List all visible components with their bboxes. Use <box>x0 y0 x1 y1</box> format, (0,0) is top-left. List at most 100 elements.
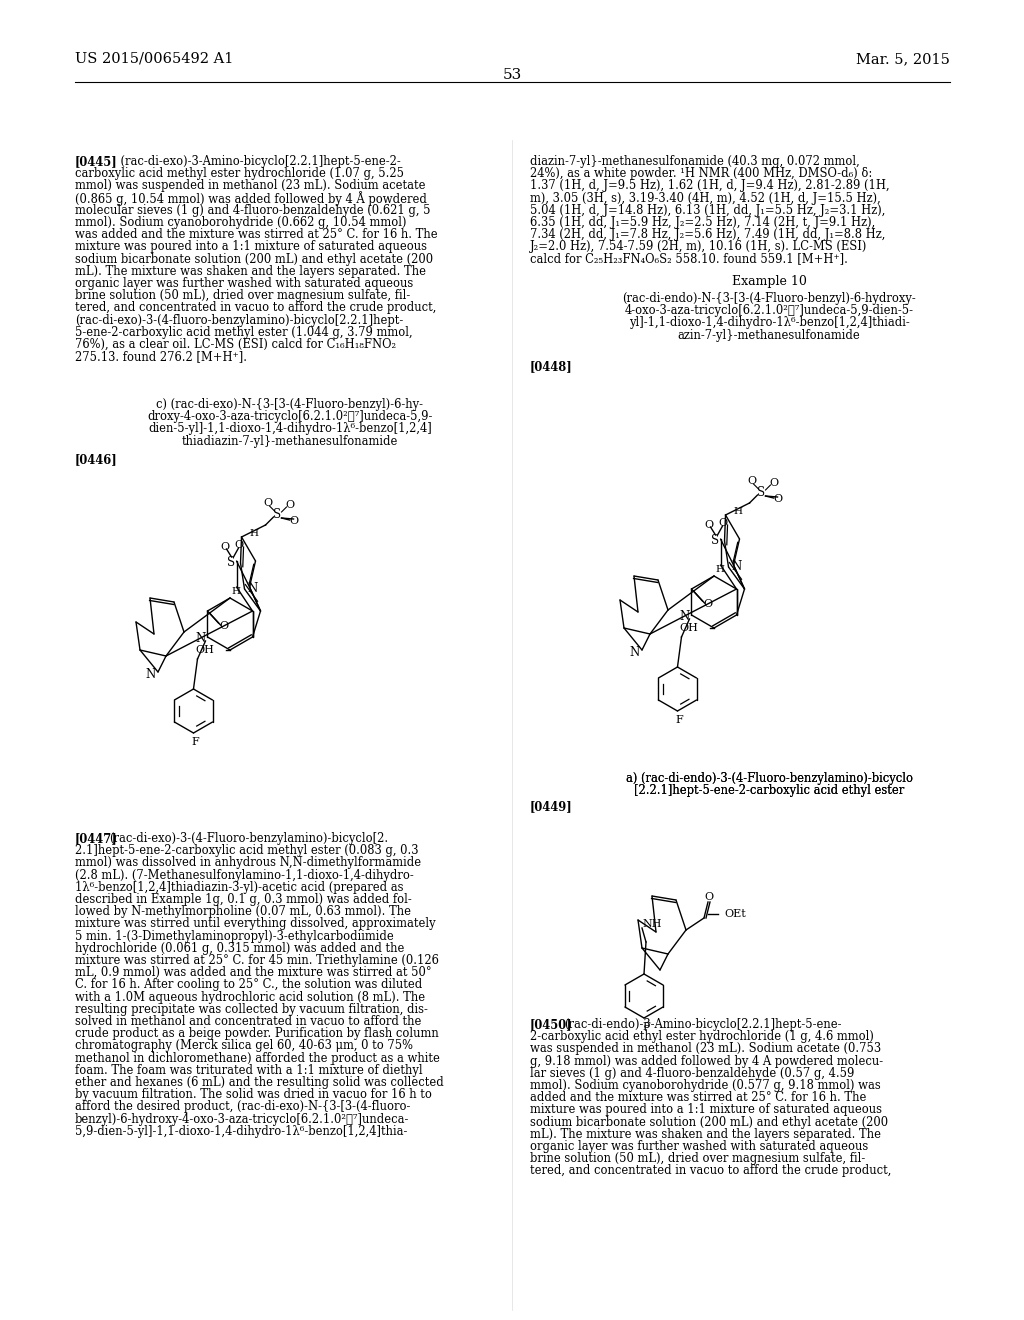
Text: O: O <box>702 599 712 609</box>
Text: N: N <box>196 632 206 645</box>
Text: 2-carboxylic acid ethyl ester hydrochloride (1 g, 4.6 mmol): 2-carboxylic acid ethyl ester hydrochlor… <box>530 1030 873 1043</box>
Text: chromatography (Merck silica gel 60, 40-63 μm, 0 to 75%: chromatography (Merck silica gel 60, 40-… <box>75 1039 413 1052</box>
Text: 7.34 (2H, dd, J₁=7.8 Hz, J₂=5.6 Hz), 7.49 (1H, dd, J₁=8.8 Hz,: 7.34 (2H, dd, J₁=7.8 Hz, J₂=5.6 Hz), 7.4… <box>530 228 886 242</box>
Text: c) (rac-di-exo)-N-{3-[3-(4-Fluoro-benzyl)-6-hy-: c) (rac-di-exo)-N-{3-[3-(4-Fluoro-benzyl… <box>157 399 424 411</box>
Text: carboxylic acid methyl ester hydrochloride (1.07 g, 5.25: carboxylic acid methyl ester hydrochlori… <box>75 168 404 181</box>
Text: diazin-7-yl}-methanesulfonamide (40.3 mg, 0.072 mmol,: diazin-7-yl}-methanesulfonamide (40.3 mg… <box>530 154 860 168</box>
Text: S: S <box>758 487 766 499</box>
Text: a) (rac-di-endo)-3-(4-Fluoro-benzylamino)-bicyclo: a) (rac-di-endo)-3-(4-Fluoro-benzylamino… <box>626 772 912 785</box>
Text: OH: OH <box>196 645 214 655</box>
Text: 5 min. 1-(3-Dimethylaminopropyl)-3-ethylcarbodiimide: 5 min. 1-(3-Dimethylaminopropyl)-3-ethyl… <box>75 929 394 942</box>
Text: hydrochloride (0.061 g, 0.315 mmol) was added and the: hydrochloride (0.061 g, 0.315 mmol) was … <box>75 941 404 954</box>
Text: (rac-di-endo)-N-{3-[3-(4-Fluoro-benzyl)-6-hydroxy-: (rac-di-endo)-N-{3-[3-(4-Fluoro-benzyl)-… <box>623 292 915 305</box>
Text: N: N <box>679 610 689 623</box>
Text: F: F <box>191 737 200 747</box>
Text: 1λ⁶-benzo[1,2,4]thiadiazin-3-yl)-acetic acid (prepared as: 1λ⁶-benzo[1,2,4]thiadiazin-3-yl)-acetic … <box>75 880 403 894</box>
Text: sodium bicarbonate solution (200 mL) and ethyl acetate (200: sodium bicarbonate solution (200 mL) and… <box>75 252 433 265</box>
Text: J₂=2.0 Hz), 7.54-7.59 (2H, m), 10.16 (1H, s). LC-MS (ESI): J₂=2.0 Hz), 7.54-7.59 (2H, m), 10.16 (1H… <box>530 240 867 253</box>
Text: O: O <box>746 477 756 486</box>
Text: S: S <box>273 508 282 521</box>
Text: US 2015/0065492 A1: US 2015/0065492 A1 <box>75 51 233 66</box>
Text: lar sieves (1 g) and 4-fluoro-benzaldehyde (0.57 g, 4.59: lar sieves (1 g) and 4-fluoro-benzaldehy… <box>530 1067 854 1080</box>
Text: benzyl)-6-hydroxy-4-oxo-3-aza-tricyclo[6.2.1.0²‧⁷]undeca-: benzyl)-6-hydroxy-4-oxo-3-aza-tricyclo[6… <box>75 1113 410 1126</box>
Text: N: N <box>731 561 741 573</box>
Text: 24%), as a white powder. ¹H NMR (400 MHz, DMSO-d₆) δ:: 24%), as a white powder. ¹H NMR (400 MHz… <box>530 168 872 181</box>
Text: S: S <box>227 556 236 569</box>
Text: H: H <box>733 507 742 516</box>
Text: foam. The foam was triturated with a 1:1 mixture of diethyl: foam. The foam was triturated with a 1:1… <box>75 1064 423 1077</box>
Text: crude product as a beige powder. Purification by flash column: crude product as a beige powder. Purific… <box>75 1027 438 1040</box>
Text: brine solution (50 mL), dried over magnesium sulfate, fil-: brine solution (50 mL), dried over magne… <box>75 289 411 302</box>
Text: N: N <box>145 668 156 681</box>
Text: organic layer was further washed with saturated aqueous: organic layer was further washed with sa… <box>75 277 414 290</box>
Text: thiadiazin-7-yl}-methanesulfonamide: thiadiazin-7-yl}-methanesulfonamide <box>182 434 398 447</box>
Text: was suspended in methanol (23 mL). Sodium acetate (0.753: was suspended in methanol (23 mL). Sodiu… <box>530 1043 881 1056</box>
Text: methanol in dichloromethane) afforded the product as a white: methanol in dichloromethane) afforded th… <box>75 1052 440 1065</box>
Text: droxy-4-oxo-3-aza-tricyclo[6.2.1.0²‧⁷]undeca-5,9-: droxy-4-oxo-3-aza-tricyclo[6.2.1.0²‧⁷]un… <box>147 411 433 424</box>
Text: F: F <box>676 715 683 725</box>
Text: C. for 16 h. After cooling to 25° C., the solution was diluted: C. for 16 h. After cooling to 25° C., th… <box>75 978 422 991</box>
Text: 6.35 (1H, dd, J₁=5.9 Hz, J₂=2.5 Hz), 7.14 (2H, t, J=9.1 Hz),: 6.35 (1H, dd, J₁=5.9 Hz, J₂=2.5 Hz), 7.1… <box>530 216 876 228</box>
Text: 5,9-dien-5-yl]-1,1-dioxo-1,4-dihydro-1λ⁶-benzo[1,2,4]thia-: 5,9-dien-5-yl]-1,1-dioxo-1,4-dihydro-1λ⁶… <box>75 1125 408 1138</box>
Text: O: O <box>263 498 272 508</box>
Text: 76%), as a clear oil. LC-MS (ESI) calcd for C₁₆H₁₈FNO₂: 76%), as a clear oil. LC-MS (ESI) calcd … <box>75 338 396 351</box>
Text: O: O <box>219 620 228 631</box>
Text: mixture was stirred at 25° C. for 45 min. Triethylamine (0.126: mixture was stirred at 25° C. for 45 min… <box>75 954 439 968</box>
Text: O: O <box>703 520 713 531</box>
Text: mL, 0.9 mmol) was added and the mixture was stirred at 50°: mL, 0.9 mmol) was added and the mixture … <box>75 966 432 979</box>
Text: resulting precipitate was collected by vacuum filtration, dis-: resulting precipitate was collected by v… <box>75 1003 428 1016</box>
Text: ether and hexanes (6 mL) and the resulting solid was collected: ether and hexanes (6 mL) and the resulti… <box>75 1076 443 1089</box>
Text: O: O <box>705 892 714 902</box>
Text: Mar. 5, 2015: Mar. 5, 2015 <box>856 51 950 66</box>
Text: O: O <box>220 543 229 552</box>
Text: O: O <box>718 517 727 528</box>
Text: (0.865 g, 10.54 mmol) was added followed by 4 Å powdered: (0.865 g, 10.54 mmol) was added followed… <box>75 191 427 206</box>
Text: mmol). Sodium cyanoborohydride (0.662 g, 10.54 mmol): mmol). Sodium cyanoborohydride (0.662 g,… <box>75 216 407 228</box>
Text: a) (rac-di-endo)-3-(4-Fluoro-benzylamino)-bicyclo: a) (rac-di-endo)-3-(4-Fluoro-benzylamino… <box>626 772 912 785</box>
Text: N: N <box>630 647 640 660</box>
Text: mmol) was suspended in methanol (23 mL). Sodium acetate: mmol) was suspended in methanol (23 mL).… <box>75 180 426 193</box>
Text: mL). The mixture was shaken and the layers separated. The: mL). The mixture was shaken and the laye… <box>75 265 426 277</box>
Text: mixture was stirred until everything dissolved, approximately: mixture was stirred until everything dis… <box>75 917 435 931</box>
Text: NH: NH <box>642 919 662 929</box>
Text: (2.8 mL). (7-Methanesulfonylamino-1,1-dioxo-1,4-dihydro-: (2.8 mL). (7-Methanesulfonylamino-1,1-di… <box>75 869 414 882</box>
Text: sodium bicarbonate solution (200 mL) and ethyl acetate (200: sodium bicarbonate solution (200 mL) and… <box>530 1115 888 1129</box>
Text: mixture was poured into a 1:1 mixture of saturated aqueous: mixture was poured into a 1:1 mixture of… <box>75 240 427 253</box>
Text: OH: OH <box>679 623 698 634</box>
Text: H: H <box>716 565 725 574</box>
Text: mixture was poured into a 1:1 mixture of saturated aqueous: mixture was poured into a 1:1 mixture of… <box>530 1104 882 1117</box>
Text: brine solution (50 mL), dried over magnesium sulfate, fil-: brine solution (50 mL), dried over magne… <box>530 1152 865 1166</box>
Text: mmol) was dissolved in anhydrous N,N-dimethylformamide: mmol) was dissolved in anhydrous N,N-dim… <box>75 857 421 870</box>
Text: (rac-di-exo)-3-(4-Fluoro-benzylamino)-bicyclo[2.: (rac-di-exo)-3-(4-Fluoro-benzylamino)-bi… <box>109 832 388 845</box>
Text: organic layer was further washed with saturated aqueous: organic layer was further washed with sa… <box>530 1140 868 1152</box>
Text: 5-ene-2-carboxylic acid methyl ester (1.044 g, 3.79 mmol,: 5-ene-2-carboxylic acid methyl ester (1.… <box>75 326 413 339</box>
Text: m), 3.05 (3H, s), 3.19-3.40 (4H, m), 4.52 (1H, d, J=15.5 Hz),: m), 3.05 (3H, s), 3.19-3.40 (4H, m), 4.5… <box>530 191 881 205</box>
Text: [0449]: [0449] <box>530 800 572 813</box>
Text: 1.37 (1H, d, J=9.5 Hz), 1.62 (1H, d, J=9.4 Hz), 2.81-2.89 (1H,: 1.37 (1H, d, J=9.5 Hz), 1.62 (1H, d, J=9… <box>530 180 890 193</box>
Text: by vacuum filtration. The solid was dried in vacuo for 16 h to: by vacuum filtration. The solid was drie… <box>75 1088 432 1101</box>
Text: [0447]: [0447] <box>75 832 118 845</box>
Text: [2.2.1]hept-5-ene-2-carboxylic acid ethyl ester: [2.2.1]hept-5-ene-2-carboxylic acid ethy… <box>634 784 904 797</box>
Text: 275.13. found 276.2 [M+H⁺].: 275.13. found 276.2 [M+H⁺]. <box>75 350 247 363</box>
Text: yl]-1,1-dioxo-1,4-dihydro-1λ⁶-benzo[1,2,4]thiadi-: yl]-1,1-dioxo-1,4-dihydro-1λ⁶-benzo[1,2,… <box>629 317 909 330</box>
Text: azin-7-yl}-methanesulfonamide: azin-7-yl}-methanesulfonamide <box>678 329 860 342</box>
Text: O: O <box>773 494 782 504</box>
Text: mmol). Sodium cyanoborohydride (0.577 g, 9.18 mmol) was: mmol). Sodium cyanoborohydride (0.577 g,… <box>530 1078 881 1092</box>
Text: with a 1.0M aqueous hydrochloric acid solution (8 mL). The: with a 1.0M aqueous hydrochloric acid so… <box>75 990 425 1003</box>
Text: O: O <box>289 516 298 525</box>
Text: g, 9.18 mmol) was added followed by 4 A powdered molecu-: g, 9.18 mmol) was added followed by 4 A … <box>530 1055 883 1068</box>
Text: [0450]: [0450] <box>530 1018 572 1031</box>
Text: lowed by N-methylmorpholine (0.07 mL, 0.63 mmol). The: lowed by N-methylmorpholine (0.07 mL, 0.… <box>75 906 411 919</box>
Text: S: S <box>712 533 720 546</box>
Text: 5.04 (1H, d, J=14.8 Hz), 6.13 (1H, dd, J₁=5.5 Hz, J₂=3.1 Hz),: 5.04 (1H, d, J=14.8 Hz), 6.13 (1H, dd, J… <box>530 203 886 216</box>
Text: added and the mixture was stirred at 25° C. for 16 h. The: added and the mixture was stirred at 25°… <box>530 1092 866 1105</box>
Text: O: O <box>285 500 294 510</box>
Text: [0446]: [0446] <box>75 453 118 466</box>
Text: F: F <box>642 1022 650 1032</box>
Text: H: H <box>231 587 241 597</box>
Text: tered, and concentrated in vacuo to afford the crude product,: tered, and concentrated in vacuo to affo… <box>75 301 436 314</box>
Text: solved in methanol and concentrated in vacuo to afford the: solved in methanol and concentrated in v… <box>75 1015 421 1028</box>
Text: (rac-di-exo)-3-Amino-bicyclo[2.2.1]hept-5-ene-2-: (rac-di-exo)-3-Amino-bicyclo[2.2.1]hept-… <box>109 154 400 168</box>
Text: mL). The mixture was shaken and the layers separated. The: mL). The mixture was shaken and the laye… <box>530 1127 881 1140</box>
Text: O: O <box>233 540 243 550</box>
